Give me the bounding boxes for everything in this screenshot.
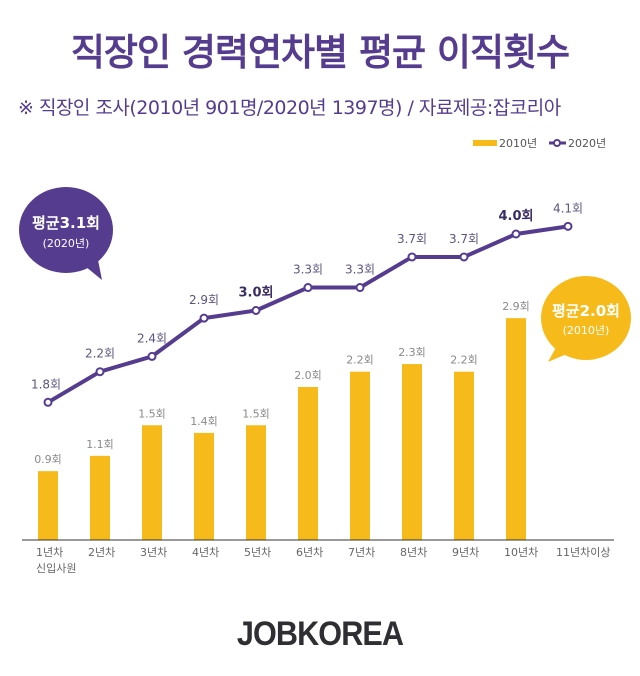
jobkorea-logo: JOBKOREA [236, 615, 404, 653]
bar-2010-5 [246, 425, 266, 540]
x-tick-label-3: 3년차 [140, 546, 167, 559]
point-2020-8 [407, 252, 417, 262]
callout-2020-value: 평균3.1회 [32, 214, 100, 232]
legend: 2010년 2020년 [473, 137, 606, 150]
point-2020-7 [355, 283, 365, 293]
bar-label-2010-5: 1.5회 [242, 407, 270, 420]
callout-2010: 평균2.0회 (2010년) [541, 276, 631, 362]
x-tick-label-8: 8년차 [400, 546, 427, 559]
callout-2020-bubble [19, 187, 113, 273]
point-label-2020-5: 3.0회 [239, 285, 274, 301]
bar-label-2010-1: 0.9회 [34, 453, 62, 466]
x-tick-label-9: 9년차 [452, 546, 479, 559]
legend-label-2010: 2010년 [499, 137, 537, 150]
callout-2020: 평균3.1회 (2020년) [19, 187, 113, 280]
bar-label-2010-3: 1.5회 [138, 407, 166, 420]
x-tick-label-4: 4년차 [192, 546, 219, 559]
bar-label-2010-4: 1.4회 [190, 415, 218, 428]
x-tick-label-6: 6년차 [296, 546, 323, 559]
point-label-2020-4: 2.9회 [189, 293, 219, 307]
bar-2010-10 [506, 318, 526, 540]
point-2020-1 [43, 397, 53, 407]
bar-label-2010-10: 2.9회 [502, 300, 530, 313]
bar-label-2010-8: 2.3회 [398, 346, 426, 359]
callout-2010-year: (2010년) [563, 324, 610, 337]
point-label-2020-10: 4.0회 [499, 208, 534, 224]
chart-title: 직장인 경력연차별 평균 이직횟수 [70, 31, 570, 74]
line-2020: 1.8회 2.2회 2.4회 2.9회 3.0회 3.3회 3.3회 3.7회 3.7회 4.0회… [31, 201, 583, 407]
bar-2010-4 [194, 432, 214, 540]
legend-swatch-2010 [473, 140, 497, 146]
x-axis-labels: 1년차 신입사원 2년차 3년차 4년차 5년차 6년차 7년차 8년차 9년차 10년차 11년차이… [36, 546, 610, 575]
bar-label-2010-6: 2.0회 [294, 369, 322, 382]
bar-label-2010-9: 2.2회 [450, 354, 478, 367]
x-tick-label-1: 1년차 신입사원 [36, 546, 76, 575]
point-label-2020-1: 1.8회 [31, 377, 61, 391]
x-tick-label-7: 7년차 [348, 546, 375, 559]
legend-label-2020: 2020년 [568, 137, 606, 150]
bar-label-2010-7: 2.2회 [346, 354, 374, 367]
bar-2010-6 [298, 387, 318, 540]
legend-marker-2020 [553, 139, 561, 147]
x-tick-label-2: 2년차 [88, 546, 115, 559]
bar-2010-7 [350, 371, 370, 540]
point-label-2020-11: 4.1회 [553, 201, 583, 215]
bar-2010-1 [38, 471, 58, 540]
bar-label-2010-2: 1.1회 [86, 438, 114, 451]
point-2020-2 [95, 367, 105, 377]
bar-2010-3 [142, 425, 162, 540]
bar-2010-2 [90, 455, 110, 540]
point-2020-5 [251, 306, 261, 315]
callout-2010-bubble [541, 276, 631, 360]
point-2020-9 [459, 252, 469, 262]
callout-2020-year: (2020년) [43, 237, 90, 250]
x-tick-label-10: 10년차 [504, 546, 538, 559]
bar-2010-9 [454, 371, 474, 540]
point-2020-11 [563, 221, 573, 231]
bar-2010-8 [402, 364, 422, 540]
point-label-2020-3: 2.4회 [137, 331, 167, 345]
point-label-2020-7: 3.3회 [345, 263, 375, 277]
point-label-2020-2: 2.2회 [85, 347, 115, 361]
point-2020-4 [199, 313, 209, 323]
x-tick-label-11: 11년차이상 [556, 546, 610, 559]
point-2020-3 [147, 351, 157, 361]
chart-subtitle: ※ 직장인 조사(2010년 901명/2020년 1397명) / 자료제공:… [18, 97, 561, 119]
point-label-2020-9: 3.7회 [449, 232, 479, 246]
point-2020-10 [511, 229, 521, 239]
bars-2010: 0.9회 1.1회 1.5회 1.4회 1.5회 2.0회 2.2회 2.3회 2.2회 2.9회 [34, 300, 530, 540]
point-label-2020-8: 3.7회 [397, 232, 427, 246]
x-tick-label-5: 5년차 [244, 546, 271, 559]
point-2020-6 [303, 283, 313, 293]
callout-2010-value: 평균2.0회 [552, 302, 620, 320]
point-label-2020-6: 3.3회 [293, 263, 323, 277]
